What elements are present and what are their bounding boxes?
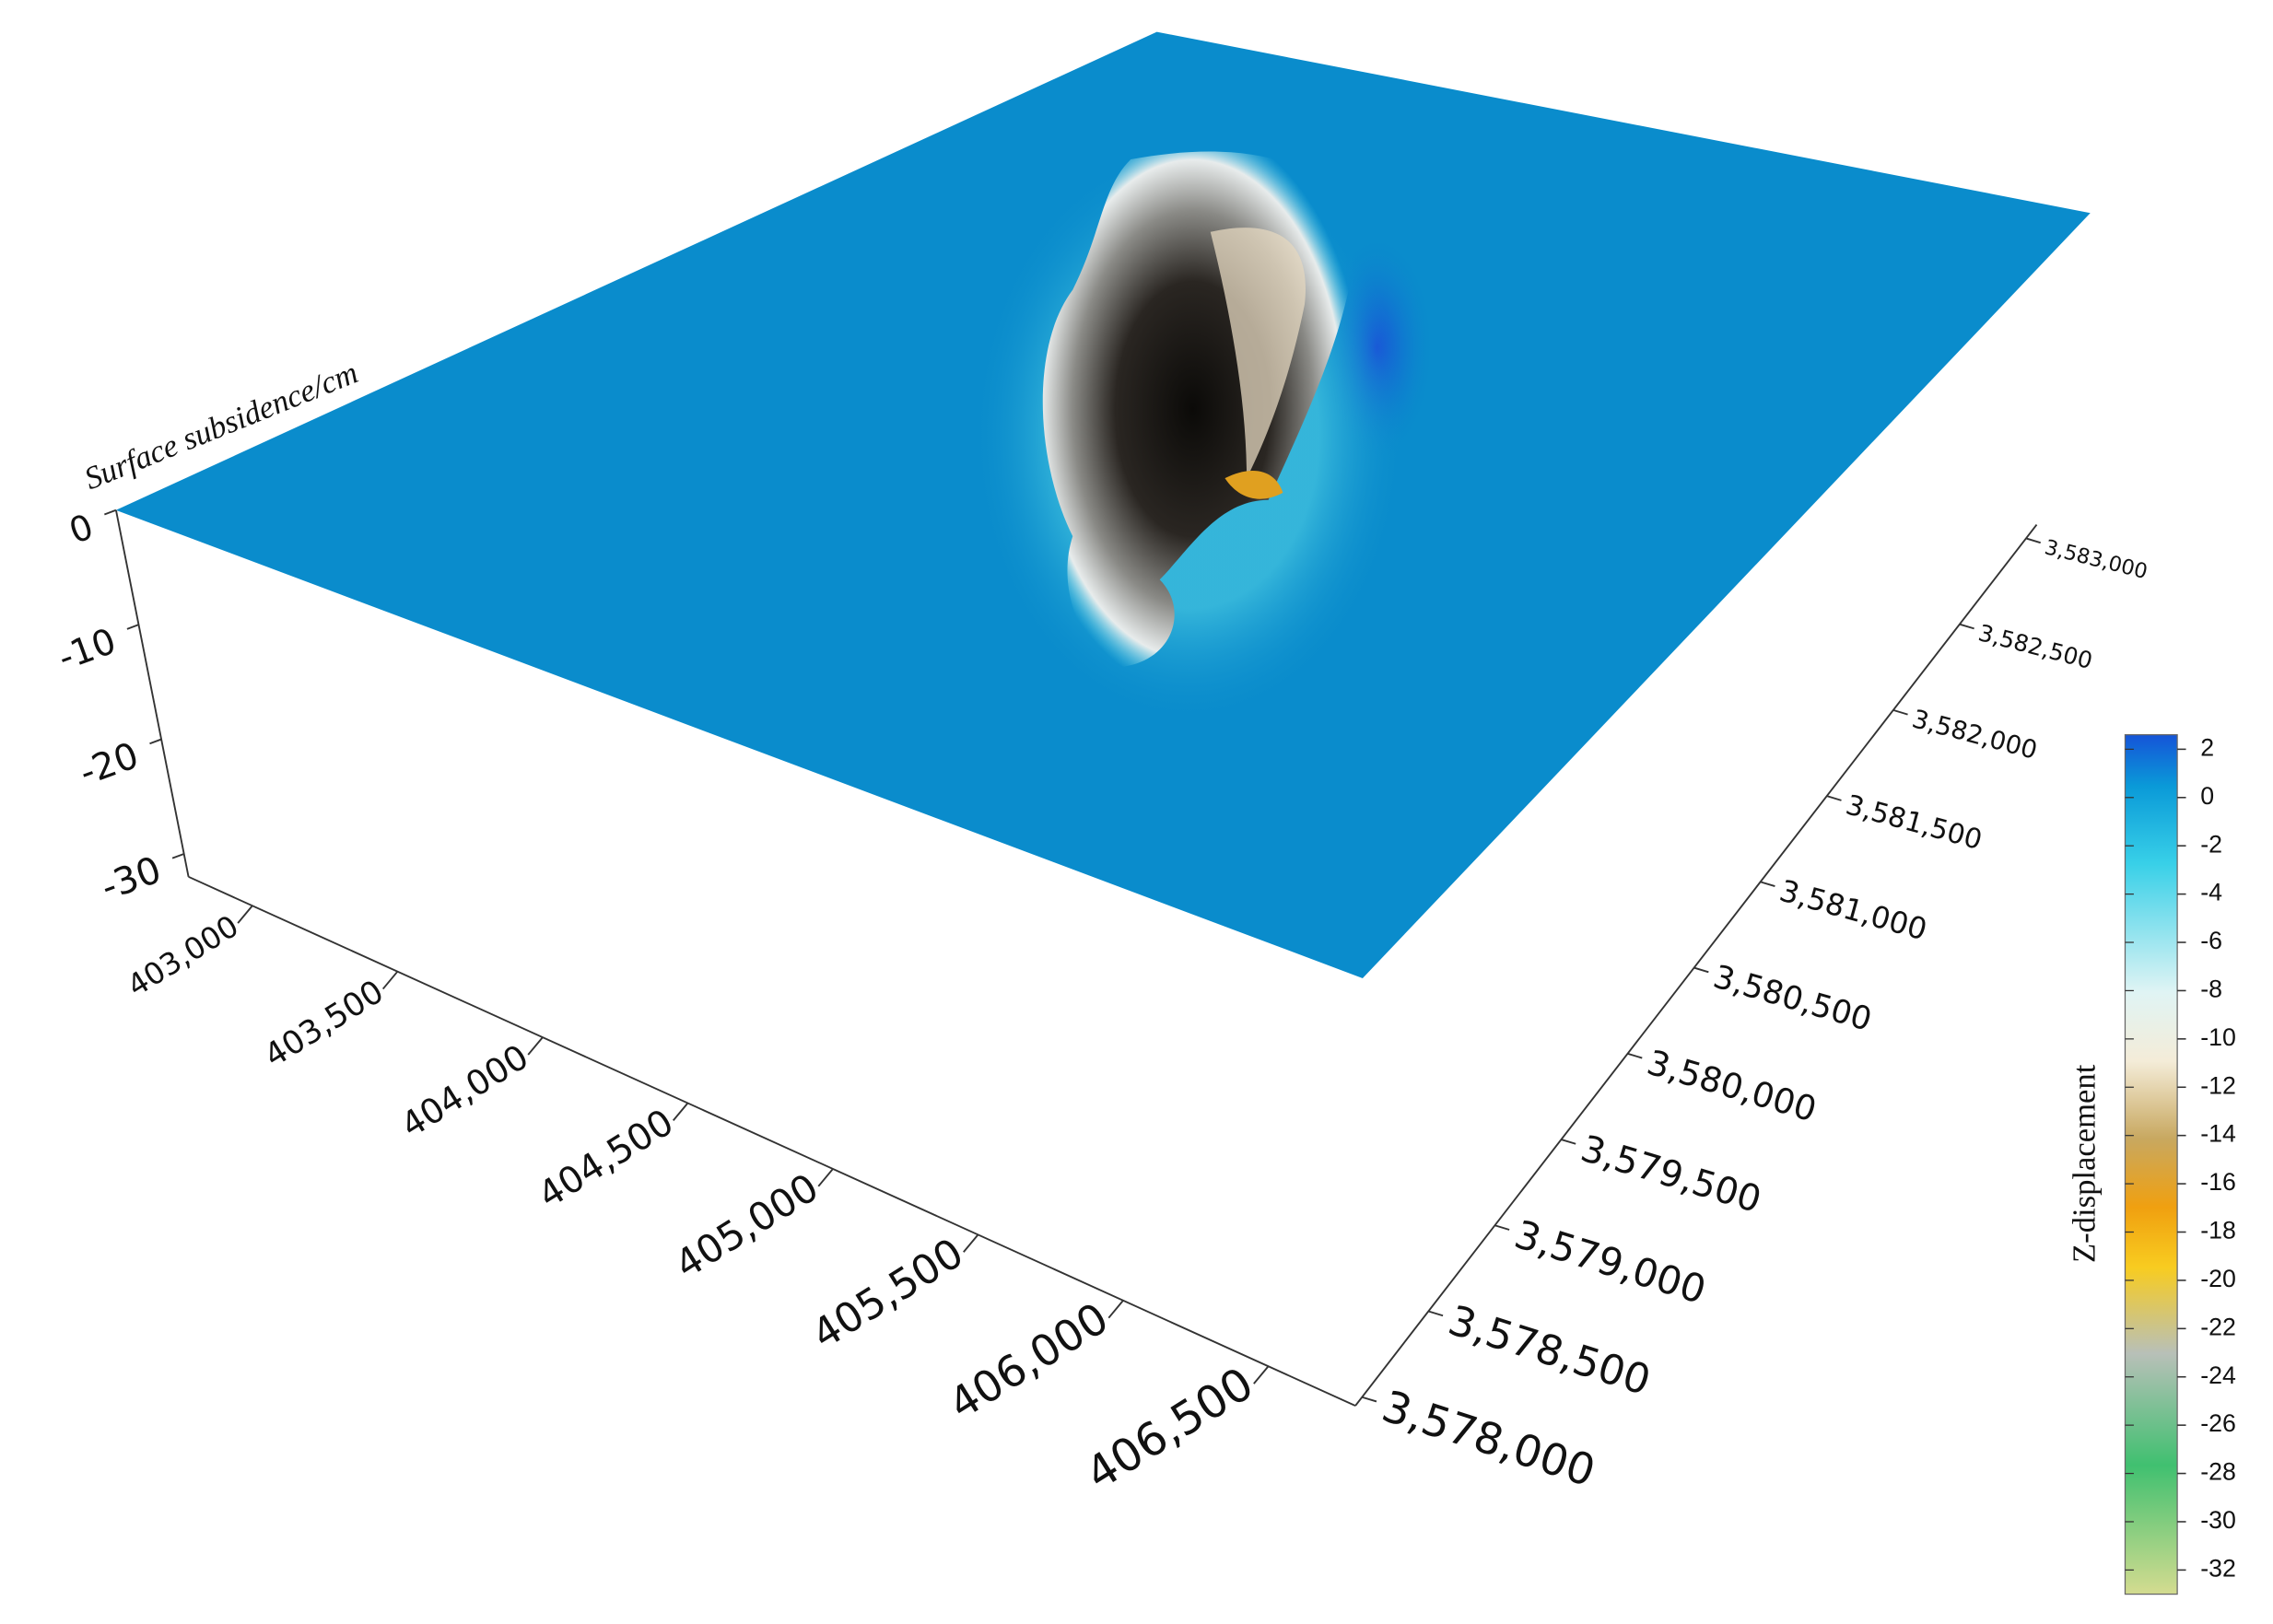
- colorbar-tick-label: -26: [2200, 1409, 2236, 1437]
- y-axis: [1354, 523, 2038, 1407]
- x-tick: [817, 1168, 834, 1187]
- colorbar-tick-label: -4: [2200, 879, 2222, 906]
- x-tick-label: 403,500: [258, 974, 390, 1075]
- x-tick-label: 406,000: [940, 1293, 1117, 1430]
- y-tick-label: 3,580,000: [1643, 1043, 1821, 1130]
- y-tick: [1428, 1310, 1444, 1317]
- x-tick-label: 403,000: [121, 908, 244, 1003]
- z-axis: [114, 509, 190, 878]
- z-tick-label: -30: [96, 848, 167, 909]
- y-tick-label: 3,583,000: [2042, 535, 2150, 584]
- colorbar-tick-label: -12: [2200, 1071, 2236, 1099]
- y-tick: [1760, 881, 1775, 887]
- z-tick: [149, 738, 162, 745]
- y-tick: [1627, 1052, 1643, 1059]
- x-tick-label: 404,000: [393, 1036, 535, 1146]
- colorbar-tick-label: -22: [2200, 1313, 2236, 1340]
- y-tick: [1826, 795, 1842, 801]
- y-tick: [1361, 1396, 1377, 1403]
- colorbar-title: Z-displacement: [2067, 1064, 2102, 1263]
- y-tick: [2025, 537, 2041, 544]
- y-tick-label: 3,580,500: [1709, 959, 1876, 1039]
- colorbar-tick-label: 0: [2200, 782, 2214, 810]
- colorbar-tick-label: -6: [2200, 927, 2222, 954]
- colorbar-tick-label: -18: [2200, 1217, 2236, 1244]
- x-tick: [963, 1233, 979, 1253]
- y-tick-label: 3,581,000: [1775, 873, 1930, 948]
- y-tick-label: 3,582,500: [1975, 619, 2095, 674]
- colorbar-tick-label: -24: [2200, 1361, 2236, 1389]
- z-tick: [171, 853, 185, 859]
- y-tick-label: 3,579,500: [1576, 1127, 1765, 1221]
- y-tick: [1892, 708, 1908, 716]
- surface: [115, 31, 2091, 978]
- x-tick-label: 406,500: [1077, 1357, 1263, 1501]
- z-tick-label: -10: [53, 621, 122, 680]
- x-tick: [1253, 1365, 1270, 1384]
- z-tick-label: -20: [74, 734, 144, 794]
- colorbar-tick-label: 2: [2200, 733, 2214, 761]
- colorbar-tick-label: -2: [2200, 830, 2222, 858]
- z-tick-label: 0: [64, 506, 99, 552]
- y-tick-label: 3,581,500: [1843, 789, 1986, 857]
- z-tick: [104, 508, 117, 516]
- colorbar-tick-label: -20: [2200, 1265, 2236, 1292]
- basin-deep: [1224, 470, 1283, 499]
- y-tick: [1693, 966, 1709, 974]
- colorbar: [2124, 734, 2178, 1595]
- colorbar-tick-label: -28: [2200, 1458, 2236, 1486]
- x-tick-label: 405,000: [667, 1164, 826, 1287]
- colorbar-tick-label: -32: [2200, 1554, 2236, 1582]
- z-tick: [126, 624, 139, 630]
- colorbar-tick-label: -16: [2200, 1168, 2236, 1196]
- x-tick: [527, 1036, 544, 1056]
- colorbar-tick-label: -10: [2200, 1023, 2236, 1051]
- y-tick-label: 3,579,000: [1509, 1211, 1711, 1313]
- x-tick: [1107, 1300, 1124, 1319]
- colorbar-tick-label: -14: [2200, 1120, 2236, 1148]
- y-tick-label: 3,582,000: [1909, 705, 2040, 765]
- y-tick: [1494, 1224, 1510, 1231]
- x-tick: [673, 1102, 689, 1122]
- colorbar-tick-label: -30: [2200, 1506, 2236, 1534]
- colorbar-tick-label: -8: [2200, 975, 2222, 1002]
- y-tick: [1959, 623, 1974, 630]
- y-tick-label: 3,578,500: [1443, 1297, 1656, 1405]
- x-tick: [381, 971, 399, 990]
- basin-rim: [1210, 228, 1306, 479]
- x-tick: [237, 905, 253, 924]
- y-tick: [1561, 1139, 1576, 1145]
- x-axis: [188, 875, 1356, 1407]
- x-tick-label: 404,500: [531, 1101, 681, 1217]
- x-tick-label: 405,500: [804, 1230, 972, 1359]
- y-tick-label: 3,578,000: [1376, 1381, 1600, 1497]
